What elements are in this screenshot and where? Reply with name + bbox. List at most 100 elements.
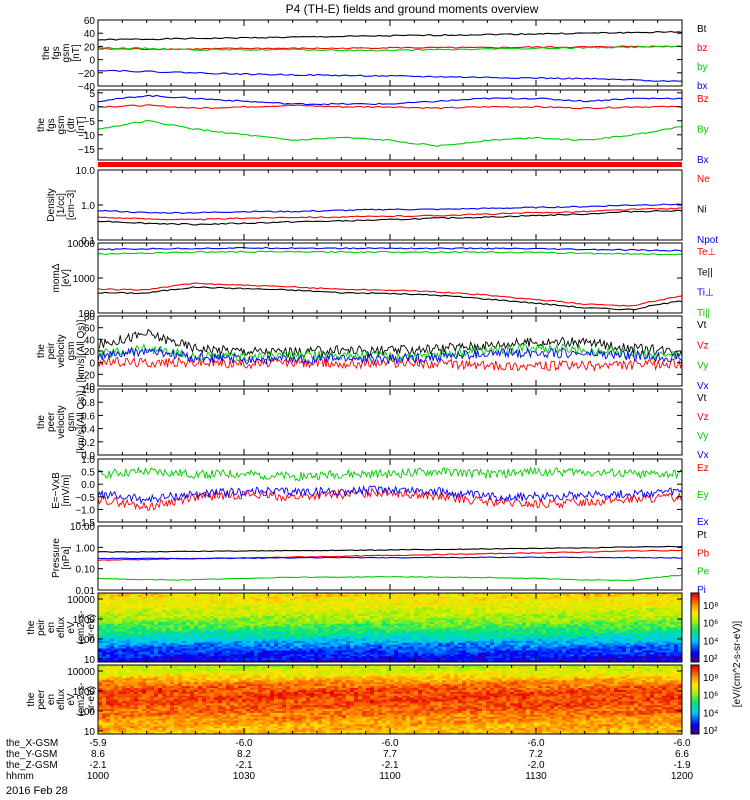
heatmap-cell [650,606,655,609]
heatmap-cell [150,642,155,646]
heatmap-cell [442,612,447,615]
heatmap-cell [418,629,423,632]
heatmap-cell [470,635,475,638]
heatmap-cell [650,610,655,613]
heatmap-cell [434,612,439,615]
heatmap-cell [498,646,503,650]
heatmap-cell [450,608,455,611]
heatmap-cell [538,625,543,628]
heatmap-cell [602,631,607,634]
heatmap-cell [286,637,291,640]
heatmap-cell [510,619,515,623]
heatmap-cell [114,598,119,602]
heatmap-cell [330,627,335,630]
heatmap-cell [350,623,355,627]
heatmap-cell [198,644,203,648]
heatmap-cell [406,633,411,636]
heatmap-cell [230,639,235,642]
heatmap-cell [322,627,327,630]
heatmap-cell [314,604,319,607]
heatmap-cell [622,606,627,609]
series-line-vt [97,328,683,358]
heatmap-cell [506,633,511,636]
heatmap-cell [614,596,619,600]
heatmap-cell [178,598,183,602]
heatmap-cell [470,608,475,611]
heatmap-cell [614,640,619,644]
heatmap-cell [514,640,519,644]
heatmap-cell [178,623,183,627]
heatmap-cell [574,596,579,600]
heatmap-cell [506,631,511,634]
heatmap-cell [266,646,271,650]
heatmap-cell [126,614,131,617]
heatmap-cell [490,616,495,619]
heatmap-cell [634,633,639,636]
heatmap-cell [674,617,679,621]
heatmap-cell [526,604,531,607]
heatmap-cell [126,594,131,598]
heatmap-cell [438,637,443,640]
heatmap-cell [162,631,167,634]
heatmap-cell [474,644,479,648]
heatmap-cell [198,610,203,613]
heatmap-cell [266,614,271,617]
heatmap-cell [330,604,335,607]
y-tick-label: 100 [78,309,95,320]
heatmap-cell [322,617,327,621]
heatmap-cell [526,623,531,627]
heatmap-cell [218,598,223,602]
heatmap-cell [514,637,519,640]
heatmap-cell [638,639,643,642]
heatmap-cell [410,594,415,598]
heatmap-cell [470,600,475,604]
heatmap-cell [418,631,423,634]
heatmap-cell [650,625,655,628]
heatmap-cell [546,594,551,598]
heatmap-cell [614,621,619,625]
heatmap-cell [326,621,331,625]
heatmap-cell [566,612,571,615]
heatmap-cell [198,614,203,617]
heatmap-cell [450,629,455,632]
heatmap-cell [210,596,215,600]
heatmap-cell [358,635,363,638]
heatmap-cell [222,604,227,607]
heatmap-cell [594,612,599,615]
heatmap-cell [650,642,655,646]
heatmap-cell [146,606,151,609]
heatmap-cell [126,604,131,607]
heatmap-cell [398,604,403,607]
heatmap-cell [334,600,339,604]
heatmap-cell [206,627,211,630]
heatmap-cell [246,600,251,604]
heatmap-cell [214,631,219,634]
heatmap-cell [654,617,659,621]
heatmap-cell [234,594,239,598]
heatmap-cell [638,629,643,632]
heatmap-cell [402,637,407,640]
heatmap-cell [382,640,387,644]
heatmap-cell [658,612,663,615]
heatmap-cell [174,642,179,646]
heatmap-cell [562,637,567,640]
heatmap-cell [442,610,447,613]
heatmap-cell [110,625,115,628]
heatmap-cell [146,596,151,600]
heatmap-cell [118,617,123,621]
heatmap-cell [610,604,615,607]
heatmap-cell [198,593,203,596]
heatmap-cell [510,621,515,625]
heatmap-cell [498,604,503,607]
heatmap-cell [318,627,323,630]
heatmap-cell [670,629,675,632]
heatmap-cell [466,612,471,615]
heatmap-cell [262,604,267,607]
heatmap-cell [630,600,635,604]
heatmap-cell [114,608,119,611]
heatmap-cell [410,619,415,623]
heatmap-cell [418,612,423,615]
heatmap-cell [526,606,531,609]
heatmap-cell [414,598,419,602]
heatmap-cell [346,621,351,625]
